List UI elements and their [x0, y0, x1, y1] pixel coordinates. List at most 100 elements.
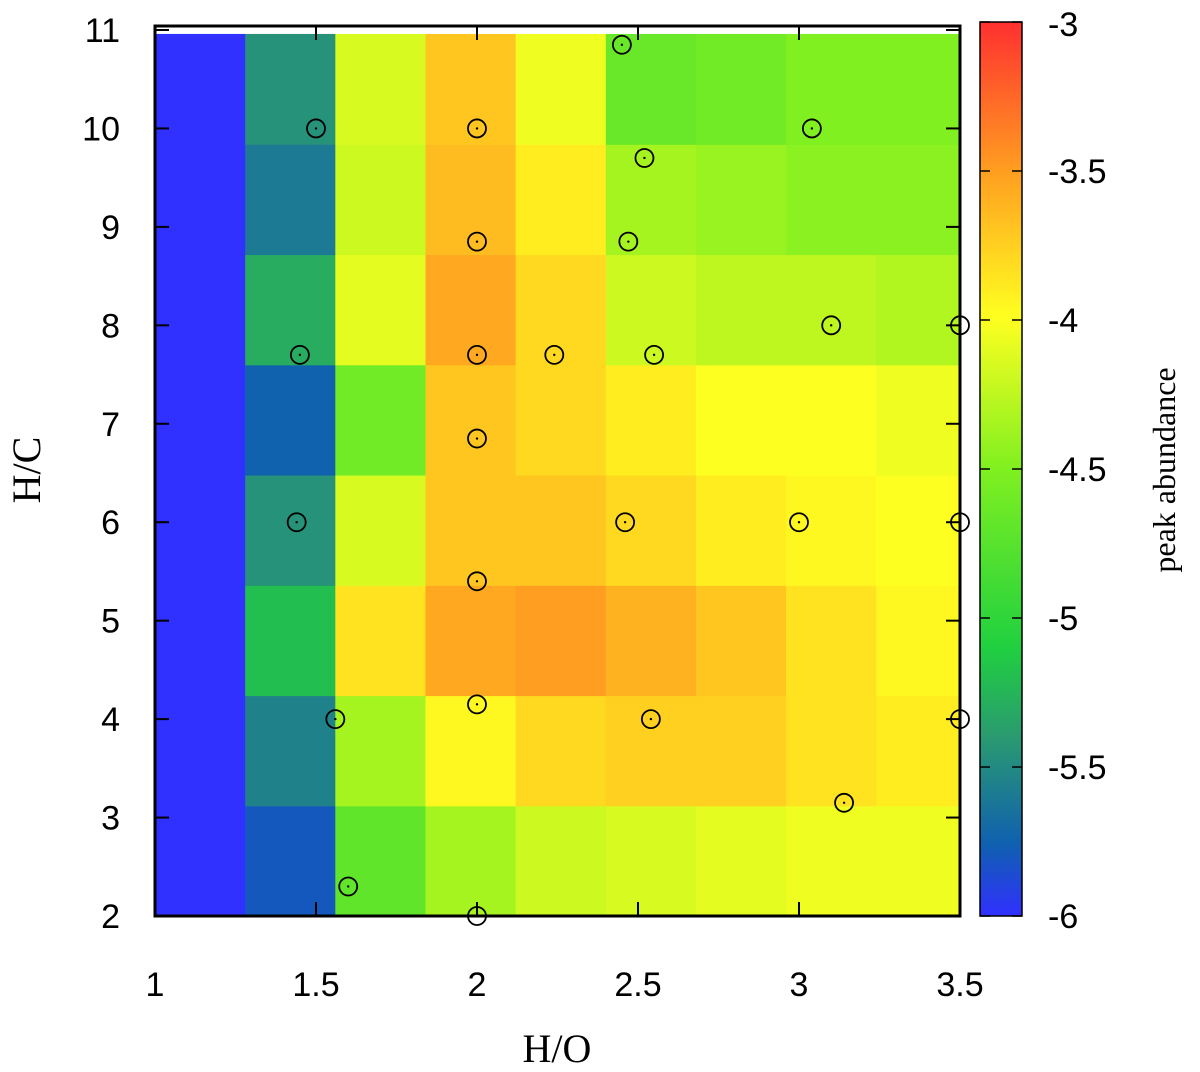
colorbar-tick-label: -4.5	[1048, 451, 1107, 489]
heatmap-cell	[605, 585, 697, 697]
data-point	[338, 876, 359, 897]
y-tick-label: 4	[101, 701, 120, 739]
heatmap-cell	[155, 805, 246, 917]
heatmap-cell	[876, 805, 961, 917]
heatmap-cell	[876, 695, 961, 807]
data-point-center	[298, 353, 302, 357]
data-point	[467, 428, 487, 449]
heatmap-cell	[515, 695, 607, 807]
y-tick-label: 3	[101, 800, 120, 838]
heatmap-cell	[515, 254, 607, 366]
colorbar-tick-label: -6	[1048, 898, 1078, 936]
heatmap-cell	[245, 474, 336, 586]
data-points	[286, 34, 970, 926]
heatmap-cell	[605, 254, 697, 366]
heatmap-cell	[245, 695, 336, 807]
colorbar-ticks: -3 -3.5 -4 -4.5 -5 -5.5 -6	[980, 6, 1107, 936]
heatmap-cell	[155, 33, 246, 145]
y-tick-label: 6	[101, 504, 120, 542]
data-point	[289, 344, 310, 365]
heatmap-cell	[515, 805, 607, 917]
heatmap-cell	[695, 254, 787, 366]
heatmap-cell	[876, 33, 961, 145]
y-tick-label: 5	[101, 603, 120, 641]
heatmap-cell	[335, 33, 427, 145]
data-point	[306, 118, 326, 139]
heatmap-cell	[515, 364, 607, 476]
x-tick-label: 3.5	[936, 966, 983, 1004]
colorbar-label: peak abundance	[1146, 367, 1182, 572]
y-tick-label: 11	[85, 12, 120, 50]
heatmap-cell	[515, 585, 607, 697]
data-point-center	[623, 521, 627, 524]
data-point	[467, 694, 487, 715]
colorbar-tick-label: -4	[1048, 302, 1078, 340]
heatmap-cell	[155, 695, 246, 807]
data-point	[544, 344, 565, 365]
heatmap-cell	[605, 805, 697, 917]
x-tick-label: 2.5	[614, 966, 661, 1004]
heatmap-cell	[695, 474, 787, 586]
heatmap-cell	[335, 254, 427, 366]
data-point-center	[475, 353, 479, 357]
heatmap-cell	[876, 585, 961, 697]
heatmap-cell	[335, 144, 427, 256]
heatmap-cell	[425, 805, 517, 917]
data-point-center	[797, 521, 801, 524]
data-point	[286, 512, 307, 533]
heatmap-cell	[605, 474, 697, 586]
heatmap-cell	[695, 33, 787, 145]
heatmap-cell	[155, 254, 246, 366]
x-tick-label: 2	[468, 966, 487, 1004]
data-point	[789, 512, 809, 533]
y-tick-label: 2	[101, 898, 120, 936]
heatmap-cell	[515, 474, 607, 586]
y-tick-label: 10	[82, 110, 120, 148]
heatmap-cell	[786, 144, 877, 256]
data-point	[821, 315, 842, 336]
data-point-center	[334, 717, 337, 721]
heatmap-cell	[425, 585, 517, 697]
data-point	[467, 344, 487, 365]
heatmap-cell	[425, 33, 517, 145]
heatmap-cell	[515, 33, 607, 145]
data-point	[467, 231, 487, 252]
data-point-center	[475, 240, 479, 243]
data-point-center	[643, 156, 646, 160]
heatmap-cell	[245, 585, 336, 697]
heatmap-cell	[155, 585, 246, 697]
heatmap-cell	[245, 805, 336, 917]
y-axis-label: H/C	[4, 437, 49, 504]
data-point	[634, 148, 655, 168]
heatmap-cell	[695, 805, 787, 917]
data-point-center	[842, 801, 846, 804]
heatmap-cell	[155, 144, 246, 256]
heatmap-cell	[425, 254, 517, 366]
heatmap-cell	[155, 364, 246, 476]
x-axis-label: H/O	[523, 1026, 592, 1071]
data-point-center	[295, 521, 298, 524]
data-point-center	[620, 43, 624, 46]
heatmap-cell	[515, 144, 607, 256]
heatmap-cell	[695, 585, 787, 697]
heatmap-cell	[335, 695, 427, 807]
data-point-center	[314, 127, 318, 130]
heatmap-cell	[695, 144, 787, 256]
heatmap-cell	[786, 585, 877, 697]
heatmap-cell	[695, 695, 787, 807]
data-point-center	[475, 437, 479, 440]
heatmap-cell	[605, 33, 697, 145]
heatmap-cell	[335, 805, 427, 917]
y-tick-label: 9	[101, 209, 120, 247]
heatmap-cell	[245, 33, 336, 145]
colorbar: -3 -3.5 -4 -4.5 -5 -5.5 -6	[979, 6, 1107, 936]
heatmap-cell	[425, 695, 517, 807]
heatmap-cell	[335, 364, 427, 476]
data-point	[325, 709, 346, 730]
data-point-center	[627, 240, 630, 243]
data-point-center	[810, 127, 814, 130]
axis-ticks: 1 1.5 2 2.5 3 3.5 2 3 4 5 6 7 8 9 10 11	[82, 12, 983, 1004]
heatmap-cell	[245, 254, 336, 366]
heatmap-cell	[335, 585, 427, 697]
